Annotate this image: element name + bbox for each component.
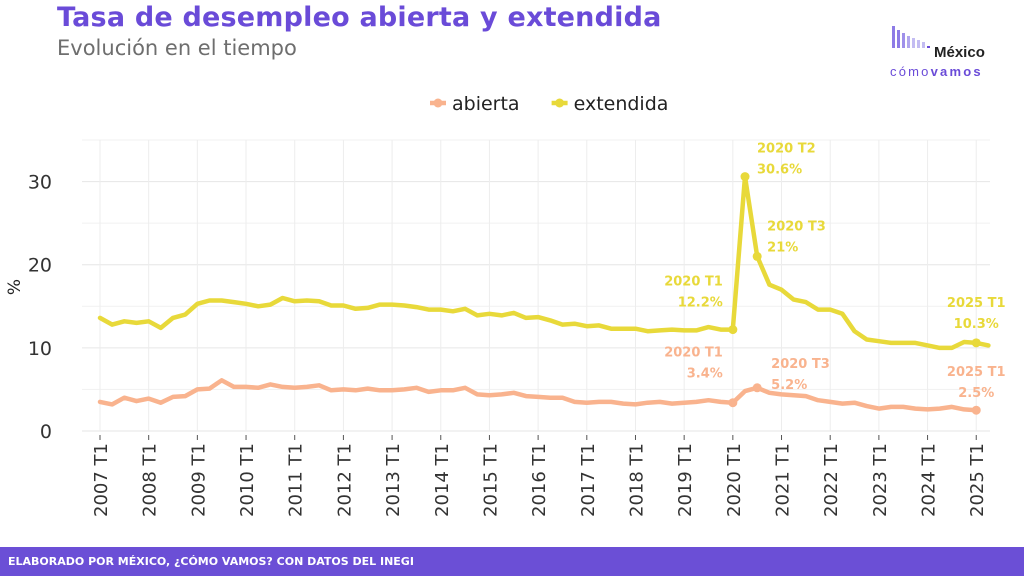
x-tick-label: 2020 T1 <box>724 443 745 517</box>
annotation-label-value: 21% <box>767 240 798 255</box>
chart-subtitle: Evolución en el tiempo <box>57 36 297 60</box>
annotation-point-abierta <box>971 405 981 415</box>
logo-text-como: cómo <box>890 64 931 79</box>
annotation-label-period: 2020 T3 <box>767 219 826 234</box>
y-tick-label: 30 <box>28 172 52 194</box>
x-tick-label: 2011 T1 <box>286 443 307 517</box>
annotation-label-period: 2020 T3 <box>771 357 830 372</box>
annotation-point-extendida <box>971 338 981 348</box>
y-tick-labels: 0 10 20 30 <box>28 172 52 443</box>
logo-bars-icon <box>892 26 930 48</box>
x-tick-label: 2014 T1 <box>432 443 453 517</box>
annotation-label-value: 12.2% <box>678 296 723 311</box>
x-tick-label: 2019 T1 <box>675 443 696 517</box>
x-tick-label: 2015 T1 <box>480 443 501 517</box>
annotation-label-period: 2025 T1 <box>947 365 1006 380</box>
series-lines <box>97 174 991 413</box>
y-tick-label: 0 <box>40 421 52 443</box>
annotation-label-period: 2025 T1 <box>947 296 1006 311</box>
x-tick-label: 2012 T1 <box>334 443 355 517</box>
legend-marker-abierta <box>433 98 443 108</box>
annotation-label-value: 30.6% <box>757 163 802 178</box>
svg-text:cómovamos: cómovamos <box>890 64 983 79</box>
x-tick-label: 2013 T1 <box>383 443 404 517</box>
x-tick-label: 2021 T1 <box>773 443 794 517</box>
legend-label-abierta: abierta <box>452 93 520 115</box>
x-tick-label: 2024 T1 <box>919 443 940 517</box>
x-tick-label: 2008 T1 <box>140 443 161 517</box>
grid-lines <box>82 139 990 440</box>
annotation-label-value: 10.3% <box>954 317 999 332</box>
x-tick-label: 2018 T1 <box>626 443 647 517</box>
legend: abierta extendida <box>430 93 668 115</box>
annotation-label-value: 5.2% <box>771 378 807 393</box>
chart-title: Tasa de desempleo abierta y extendida <box>57 2 662 33</box>
annotation-point-abierta <box>752 383 762 393</box>
series-line-abierta <box>97 378 979 413</box>
x-tick-label: 2009 T1 <box>188 443 209 517</box>
logo-text-vamos: vamos <box>931 64 983 79</box>
annotation-label-value: 2.5% <box>958 386 994 401</box>
annotation-point-extendida <box>728 325 738 335</box>
legend-marker-extendida <box>555 98 565 108</box>
y-tick-label: 10 <box>28 338 52 360</box>
footer-credit: ELABORADO POR MÉXICO, ¿CÓMO VAMOS? CON D… <box>0 547 1024 576</box>
x-tick-label: 2023 T1 <box>870 443 891 517</box>
annotation-label-period: 2020 T1 <box>664 346 723 361</box>
x-tick-label: 2025 T1 <box>967 443 988 517</box>
x-tick-labels: 2007 T1 2008 T1 2009 T1 2010 T1 2011 T1 2012 … <box>91 443 988 517</box>
x-tick-label: 2016 T1 <box>529 443 550 517</box>
logo-text-mexico: México <box>934 44 985 61</box>
mexico-como-vamos-logo: México cómovamos <box>890 26 985 79</box>
annotations: 2020 T1 12.2% 2020 T2 30.6% 2020 T3 21% 2025 T… <box>664 142 1006 415</box>
line-chart: 0 10 20 30 2007 T1 2008 T1 2009 T1 2010 T1 2011… <box>5 93 1006 517</box>
x-tick-label: 2022 T1 <box>821 443 842 517</box>
annotation-point-extendida <box>740 172 750 182</box>
x-tick-label: 2017 T1 <box>578 443 599 517</box>
annotation-label-value: 3.4% <box>687 367 723 382</box>
x-tick-label: 2010 T1 <box>237 443 258 517</box>
y-tick-label: 20 <box>28 255 52 277</box>
annotation-label-period: 2020 T1 <box>664 275 723 290</box>
y-axis-label: % <box>5 279 25 295</box>
annotation-point-extendida <box>752 251 762 261</box>
x-tick-label: 2007 T1 <box>91 443 112 517</box>
legend-label-extendida: extendida <box>574 93 669 115</box>
annotation-point-abierta <box>728 398 738 408</box>
annotation-label-period: 2020 T2 <box>757 142 816 157</box>
series-line-extendida <box>97 174 991 351</box>
